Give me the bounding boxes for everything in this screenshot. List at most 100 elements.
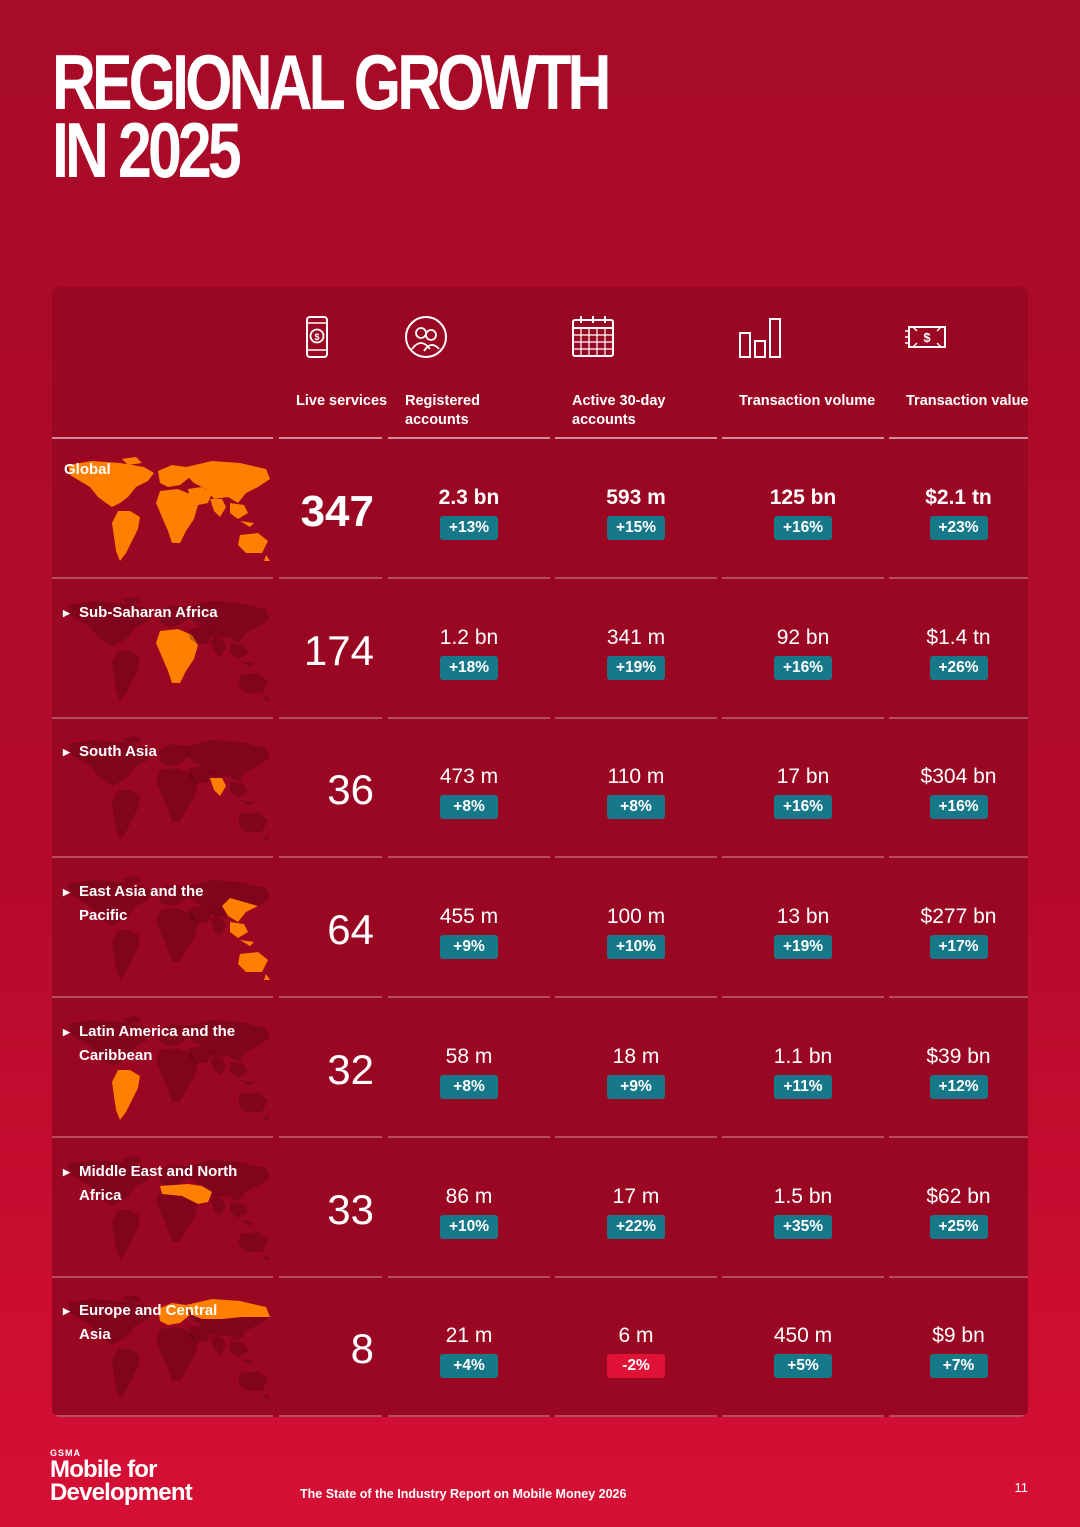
growth-badge: +15% [607,516,665,540]
world-map-icon [68,1295,270,1400]
growth-badge: +8% [440,1074,498,1099]
metric-cell: 92 bn +16% [722,579,884,719]
region-label: Middle East and North Africa [79,1162,238,1204]
growth-badge: +12% [929,1074,988,1099]
metric: 2.3 bn +13% [388,485,550,540]
live-services-cell: 32 [279,998,382,1138]
region-cell: ▶ Middle East and North Africa [52,1138,273,1278]
metric-cell: 100 m +10% [555,858,717,999]
growth-badge: +11% [774,1074,832,1099]
metric-value: 58 m [445,1044,493,1068]
bullet-triangle-icon: ▶ [63,1026,70,1037]
metric-cell: $304 bn +16% [889,718,1028,859]
metric-cell: 1.2 bn +18% [388,579,550,719]
metric-value: 21 m [445,1324,493,1348]
growth-badge: +16% [774,655,832,680]
metric-cell: $277 bn +17% [889,858,1028,999]
metric: 92 bn +16% [722,625,884,680]
growth-badge: +8% [440,795,498,820]
metric: $1.4 tn +26% [889,625,1028,680]
metric-cell: 473 m +8% [388,718,550,859]
metric: 6 m -2% [555,1323,717,1379]
growth-badge: +10% [607,935,665,960]
metric: 593 m +15% [555,485,717,540]
metric-cell: $1.4 tn +26% [889,579,1028,719]
header-registered-accounts: Registered accounts [388,287,550,439]
logo-line-1: Mobile for [50,1456,157,1483]
live-services-cell: 174 [279,579,382,719]
metric-value: 17 m [612,1184,660,1208]
region-label: Latin America and the Caribbean [79,1022,236,1064]
growth-badge: +18% [440,655,498,680]
header-label: Transaction volume [739,393,876,409]
report-title: The State of the Industry Report on Mobi… [300,1487,627,1501]
metric: 17 bn +16% [722,764,884,820]
growth-badge: +4% [440,1354,498,1379]
mobile-money-icon: $ [306,316,328,358]
metric: 21 m +4% [388,1323,550,1379]
metric: 125 bn +16% [722,485,884,540]
metric-cell: $2.1 tn +23% [889,439,1028,579]
world-map-icon [68,1015,270,1120]
metric-value: 593 m [606,486,666,509]
bullet-triangle-icon: ▶ [63,887,70,898]
metric-value: 86 m [445,1184,493,1208]
growth-badge: +35% [774,1214,832,1239]
table-row: Global 347 2.3 bn +13% 593 m +15% 125 bn +16% $2… [52,439,1028,579]
metric-value: 1.1 bn [773,1044,833,1068]
gsma-wordmark: GSMA [50,1448,81,1458]
region-name: ▶ Latin America and the Caribbean [63,1020,249,1068]
metric: 100 m +10% [555,904,717,960]
metric-value: $39 bn [926,1044,991,1068]
metric: 1.1 bn +11% [722,1044,884,1099]
live-services-cell: 64 [279,858,382,999]
metric-cell: 86 m +10% [388,1138,550,1278]
svg-text:$: $ [314,332,319,342]
region-name: Global [64,461,111,478]
growth-badge: +16% [929,795,988,820]
metric-cell: 2.3 bn +13% [388,439,550,579]
growth-badge: +23% [929,516,988,540]
page-number: 11 [1014,1480,1029,1495]
metric-value: 2.3 bn [438,486,500,509]
metric-cell: $62 bn +25% [889,1138,1028,1278]
metric-cell: $9 bn +7% [889,1277,1028,1417]
metric: $2.1 tn +23% [889,485,1028,540]
svg-text:$: $ [923,330,931,345]
bullet-triangle-icon: ▶ [63,1166,70,1177]
metric-value: 18 m [612,1044,660,1068]
region-cell: ▶ Latin America and the Caribbean [52,998,273,1138]
table-row: ▶ Middle East and North Africa 33 86 m +10% 1… [52,1138,1028,1278]
region-label: Sub-Saharan Africa [79,603,218,621]
metric: $9 bn +7% [889,1323,1028,1379]
metric: 58 m +8% [388,1044,550,1099]
bullet-triangle-icon: ▶ [63,1306,70,1317]
metric-value: 1.2 bn [439,625,499,649]
metric-cell: 6 m -2% [555,1277,717,1417]
growth-badge: +10% [440,1214,498,1239]
metric-value: $2.1 tn [925,486,992,509]
live-services-value: 36 [327,766,374,814]
region-name: ▶ Sub-Saharan Africa [63,601,249,625]
growth-badge: +25% [929,1214,988,1239]
table-row: ▶ Sub-Saharan Africa 174 1.2 bn +18% 341 m +19… [52,579,1028,719]
bullet-triangle-icon: ▶ [63,747,70,758]
header-region-cell [52,287,273,439]
header-live-services: $ Live services [279,287,387,439]
world-map-icon [68,596,270,701]
growth-badge: +5% [774,1354,832,1379]
region-name: ▶ South Asia [63,740,249,764]
metric-value: 125 bn [769,486,837,509]
metric: 17 m +22% [555,1184,717,1239]
metric-value: 100 m [606,905,666,929]
metric-value: 473 m [439,765,499,789]
header-transaction-value: $ Transaction value [889,287,1028,439]
metric-cell: 455 m +9% [388,858,550,999]
header-label: Registered accounts [405,393,480,428]
growth-badge: +13% [440,516,498,540]
gsma-logo: GSMA Mobile for Development [50,1448,193,1505]
growth-badge: +16% [774,516,832,540]
growth-badge: +22% [607,1214,665,1239]
metric-cell: 1.5 bn +35% [722,1138,884,1278]
live-services-cell: 8 [279,1277,382,1417]
